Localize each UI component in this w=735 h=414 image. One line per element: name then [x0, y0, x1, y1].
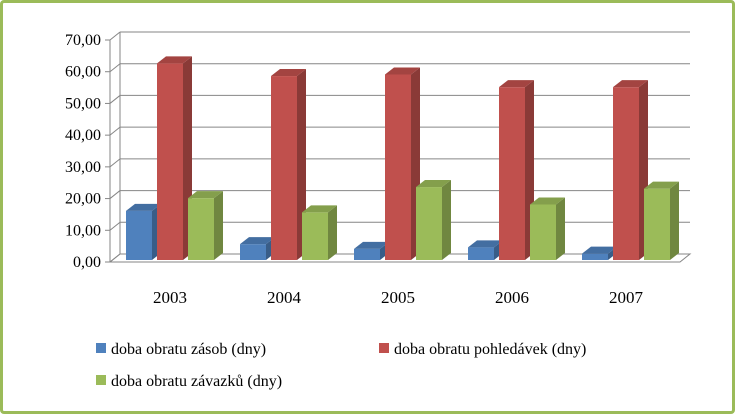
- bar-2007-series-3: [644, 181, 679, 260]
- bar-top: [499, 80, 534, 88]
- grid-side-line: [109, 95, 121, 104]
- bar-top: [644, 181, 679, 189]
- x-tick-label: 2006: [495, 288, 529, 307]
- legend: doba obratu zásob (dny) doba obratu pohle…: [96, 341, 586, 390]
- bar-top: [468, 240, 503, 248]
- legend-label: doba obratu zásob (dny): [111, 341, 266, 358]
- bar-front: [157, 63, 183, 260]
- bar-side: [670, 181, 679, 260]
- bar-2006-series-2: [499, 80, 534, 261]
- bar-top: [582, 246, 617, 254]
- bar-top: [354, 241, 389, 249]
- bar-2007-series-1: [582, 246, 617, 260]
- bar-top: [613, 80, 648, 88]
- bar-front: [385, 74, 411, 260]
- bar-front: [302, 212, 328, 260]
- bar-top: [157, 56, 192, 64]
- legend-swatch: [96, 375, 106, 385]
- bar-front: [240, 244, 266, 260]
- y-tick-label: 30,00: [65, 159, 101, 176]
- bar-front: [188, 198, 214, 260]
- legend-item-2: doba obratu pohledávek (dny): [379, 341, 586, 358]
- bar-top: [302, 205, 337, 213]
- bar-front: [126, 210, 152, 260]
- bar-top: [240, 237, 275, 245]
- legend-item-3: doba obratu závazků (dny): [96, 373, 282, 390]
- y-tick-label: 40,00: [65, 127, 101, 144]
- bar-top: [416, 180, 451, 188]
- legend-swatch: [379, 343, 389, 353]
- x-tick-label: 2005: [381, 288, 415, 307]
- bar-front: [613, 87, 639, 261]
- grid-side-line: [109, 158, 121, 168]
- bar-top: [530, 197, 565, 205]
- grid-side-line: [109, 221, 121, 231]
- x-tick-label: 2003: [153, 288, 187, 307]
- y-tick-label: 50,00: [65, 95, 101, 112]
- bar-front: [582, 253, 608, 260]
- x-tick-label: 2004: [267, 288, 302, 307]
- legend-label: doba obratu pohledávek (dny): [394, 341, 586, 358]
- bar-2004-series-2: [271, 69, 306, 260]
- legend-swatch: [96, 343, 106, 353]
- bar-2003-series-1: [126, 203, 161, 260]
- bar-2005-series-1: [354, 241, 389, 260]
- grid-side-line: [109, 126, 121, 136]
- grid-side-line: [109, 190, 121, 199]
- bar-top: [271, 69, 306, 77]
- bar-top: [188, 191, 223, 199]
- bar-side: [214, 191, 223, 260]
- bar-front: [644, 188, 670, 260]
- y-tick-label: 10,00: [65, 222, 101, 239]
- bar-2003-series-2: [157, 56, 192, 260]
- y-tick-label: 0,00: [73, 254, 101, 271]
- legend-item-1: doba obratu zásob (dny): [96, 341, 266, 358]
- bar-2005-series-3: [416, 180, 451, 260]
- bar-front: [499, 87, 525, 261]
- x-tick-label: 2007: [609, 288, 644, 307]
- chart-floor: [108, 253, 692, 263]
- grid-side-line: [109, 31, 121, 41]
- bar-front: [416, 187, 442, 260]
- bar-2007-series-2: [613, 80, 648, 261]
- bar-top: [385, 67, 420, 75]
- bar-front: [468, 247, 494, 260]
- y-tick-label: 60,00: [65, 64, 101, 81]
- y-tick-label: 70,00: [65, 32, 101, 49]
- bar-2005-series-2: [385, 67, 420, 260]
- x-axis-ticks: 2003 2004 2005 2006 2007: [153, 288, 644, 307]
- grid-side-line: [109, 63, 121, 73]
- bar-front: [271, 76, 297, 260]
- bar-side: [328, 205, 337, 260]
- legend-label: doba obratu závazků (dny): [111, 373, 282, 390]
- bar-front: [354, 248, 380, 260]
- y-axis-ticks: 0,00 10,00 20,00 30,00 40,00 50,00 60,00 70,00: [65, 32, 101, 271]
- y-tick-label: 20,00: [65, 191, 101, 208]
- bar-2004-series-1: [240, 237, 275, 260]
- bar-2006-series-3: [530, 197, 565, 260]
- bar-side: [556, 197, 565, 260]
- bar-front: [530, 204, 556, 260]
- bar-2003-series-3: [188, 191, 223, 260]
- bars: [126, 56, 679, 261]
- bar-side: [442, 180, 451, 260]
- bar-2004-series-3: [302, 205, 337, 260]
- bar-top: [126, 203, 161, 211]
- bar-2006-series-1: [468, 240, 503, 260]
